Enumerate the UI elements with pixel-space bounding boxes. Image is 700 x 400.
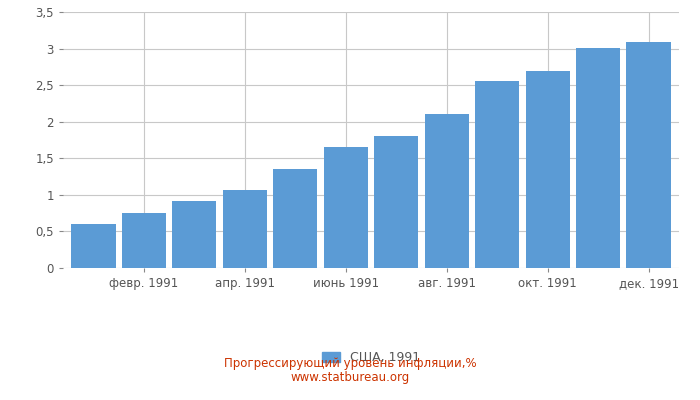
Bar — [273, 168, 318, 268]
Bar — [374, 136, 419, 268]
Text: Прогрессирующий уровень инфляции,%: Прогрессирующий уровень инфляции,% — [224, 358, 476, 370]
Text: www.statbureau.org: www.statbureau.org — [290, 372, 410, 384]
Bar — [424, 114, 469, 268]
Bar — [626, 42, 671, 268]
Legend: США, 1991: США, 1991 — [317, 346, 425, 369]
Bar — [475, 82, 519, 268]
Bar — [172, 201, 216, 268]
Bar — [576, 48, 620, 268]
Bar — [122, 213, 166, 268]
Bar — [323, 147, 368, 268]
Bar — [526, 70, 570, 268]
Bar — [223, 190, 267, 268]
Bar — [71, 224, 116, 268]
